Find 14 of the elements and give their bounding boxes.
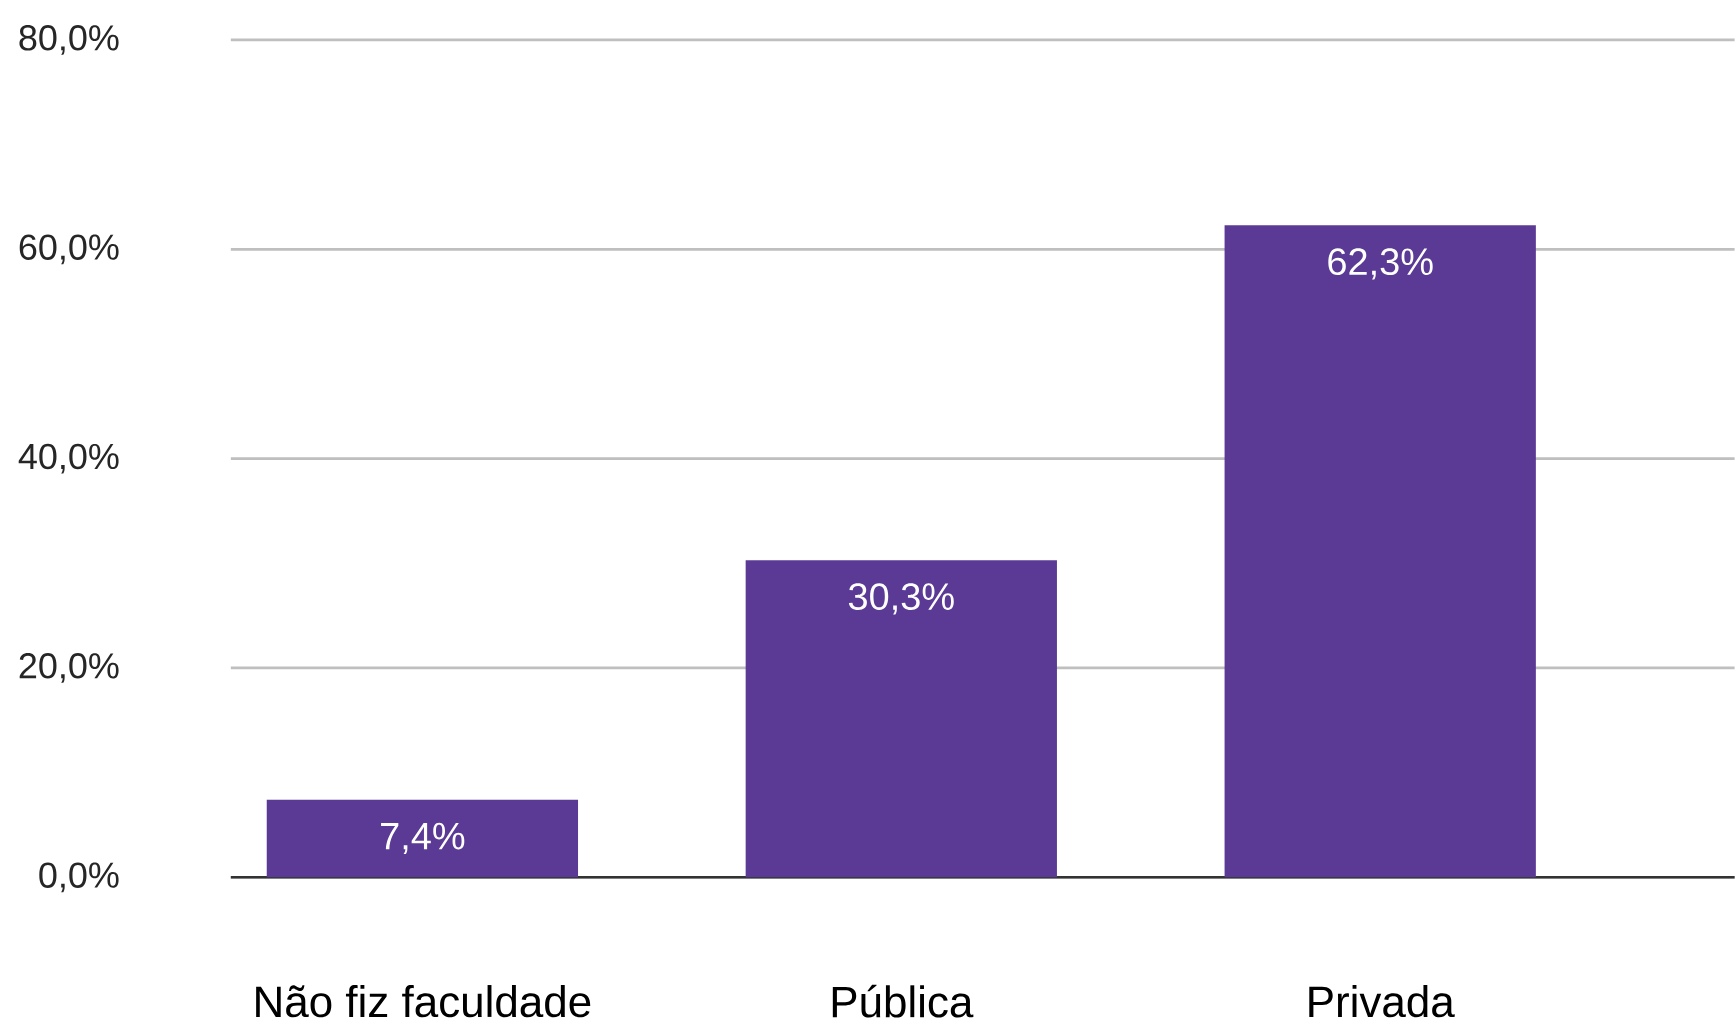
data-label: 30,3%	[848, 583, 954, 615]
y-tick-label: 20,0%	[19, 653, 119, 683]
y-tick-label: 0,0%	[39, 862, 119, 893]
x-tick-label: Não fiz faculdade	[256, 984, 591, 1018]
data-label: 62,3%	[1328, 248, 1433, 280]
x-tick-label: Privada	[1309, 984, 1455, 1018]
data-label: 7,4%	[381, 822, 465, 854]
bar	[266, 799, 579, 878]
x-tick-label: Pública	[832, 984, 974, 1018]
bar	[745, 560, 1057, 878]
y-tick-label: 40,0%	[18, 443, 119, 474]
y-tick-label: 60,0%	[19, 234, 119, 265]
bar	[1224, 225, 1536, 878]
y-tick-label: 80,0%	[19, 25, 119, 55]
